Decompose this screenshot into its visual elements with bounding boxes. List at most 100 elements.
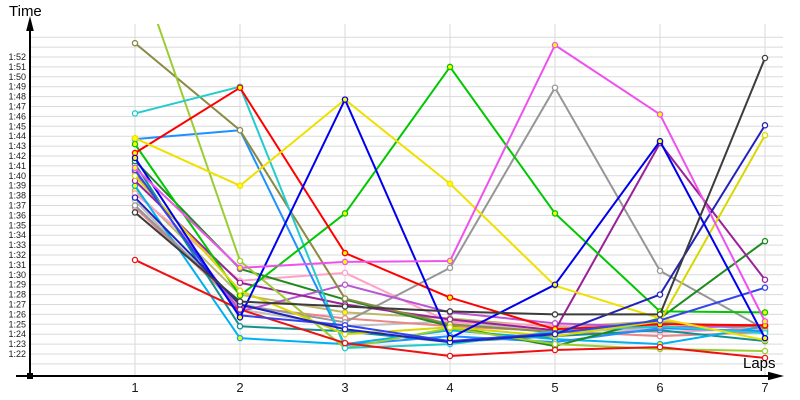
- data-point-marker-magenta-lap6: [656, 111, 664, 118]
- y-tick-label: 1:41: [8, 161, 26, 171]
- axis-origin-dot: [27, 373, 33, 379]
- y-tick-label: 1:30: [8, 270, 26, 280]
- y-axis-title: Time: [9, 3, 42, 20]
- y-tick-label: 1:52: [8, 52, 26, 62]
- y-tick-label: 1:44: [8, 131, 26, 141]
- data-point-marker-red-2-lap7: [761, 354, 769, 362]
- data-point-marker-red-1-lap3: [341, 249, 349, 257]
- x-tick-label: 4: [446, 380, 453, 395]
- data-point-marker-green-lap3: [341, 210, 349, 217]
- data-point-marker-yellow-2-lap7: [761, 131, 769, 139]
- data-point-marker-pink-lap3: [341, 269, 349, 277]
- x-tick-label: 2: [236, 380, 243, 395]
- data-point-marker-blue-1-lap5: [551, 281, 559, 288]
- data-point-marker-red-2-lap6: [656, 343, 664, 351]
- x-axis-title: Laps: [743, 355, 776, 372]
- data-point-marker-blue-1-lap7: [761, 334, 769, 342]
- data-point-marker-blue-1-lap6: [656, 137, 664, 145]
- y-tick-label: 1:37: [8, 201, 26, 211]
- y-axis-arrow-icon: [26, 16, 34, 31]
- data-point-marker-orchid-lap3: [341, 281, 349, 288]
- data-point-marker-blue-3-lap7: [761, 284, 769, 291]
- data-point-marker-forest-green-lap7: [761, 237, 769, 245]
- y-tick-label: 1:46: [8, 111, 26, 121]
- data-point-marker-magenta-lap2: [236, 264, 244, 272]
- data-point-marker-green-lap1: [131, 140, 139, 148]
- data-point-marker-khaki-lap3: [341, 309, 349, 316]
- data-point-marker-magenta-lap7: [761, 318, 769, 325]
- data-point-marker-red-2-lap3: [341, 339, 349, 347]
- data-point-marker-dark-gray-lap5: [551, 311, 559, 318]
- y-tick-label: 1:49: [8, 82, 26, 92]
- data-point-marker-red-1-lap4: [446, 294, 454, 301]
- data-point-marker-yellow-green-lap5: [551, 340, 559, 348]
- y-tick-label: 1:45: [8, 121, 26, 131]
- data-point-marker-gray-lap6: [656, 267, 664, 275]
- data-point-marker-blue-1-lap2: [236, 314, 244, 321]
- data-point-marker-dark-gray-lap4: [446, 308, 454, 315]
- data-point-marker-yellow-1-lap4: [446, 180, 454, 187]
- data-point-marker-magenta-lap3: [341, 258, 349, 266]
- data-point-marker-dark-gray-lap7: [761, 54, 769, 62]
- data-point-marker-dark-gray-lap3: [341, 303, 349, 310]
- x-tick-label: 5: [551, 380, 558, 395]
- y-tick-label: 1:50: [8, 72, 26, 82]
- y-tick-label: 1:23: [8, 339, 26, 349]
- data-point-marker-dark-gray-lap2: [236, 298, 244, 305]
- data-point-marker-blue-2-lap5: [551, 330, 559, 338]
- series-group: [131, 24, 769, 362]
- y-tick-label: 1:28: [8, 290, 26, 300]
- x-tick-label: 1: [131, 380, 138, 395]
- y-tick-label: 1:26: [8, 309, 26, 319]
- x-axis-arrow-icon: [768, 371, 784, 381]
- y-tick-label: 1:43: [8, 141, 26, 151]
- data-point-marker-green-lap7: [761, 309, 769, 316]
- data-point-marker-cyan-lap1: [131, 110, 139, 117]
- data-point-marker-red-1-lap2: [236, 84, 244, 91]
- data-point-marker-blue-2-lap1: [131, 194, 139, 201]
- data-point-marker-blue-3-lap6: [656, 317, 664, 324]
- data-point-marker-blue-1-lap1: [131, 154, 139, 162]
- data-point-marker-red-2-lap4: [446, 352, 454, 360]
- data-point-marker-olive-lap2: [236, 127, 244, 134]
- y-tick-label: 1:40: [8, 171, 26, 181]
- data-point-marker-yellow-1-lap2: [236, 182, 244, 189]
- data-point-marker-purple-lap2: [236, 279, 244, 286]
- data-point-marker-red-2-lap1: [131, 256, 139, 264]
- y-tick-label: 1:35: [8, 220, 26, 230]
- y-tick-label: 1:47: [8, 102, 26, 112]
- y-tick-label: 1:42: [8, 151, 26, 161]
- data-point-marker-blue-2-lap7: [761, 122, 769, 129]
- y-tick-label: 1:24: [8, 329, 26, 339]
- data-point-marker-sky-blue-lap2: [236, 334, 244, 342]
- x-tick-label: 3: [341, 380, 348, 395]
- x-tick-label: 7: [761, 380, 768, 395]
- y-tick-label: 1:32: [8, 250, 26, 260]
- y-tick-label: 1:25: [8, 319, 26, 329]
- y-tick-label: 1:33: [8, 240, 26, 250]
- data-point-marker-blue-2-lap3: [341, 325, 349, 333]
- data-point-marker-olive-lap3: [341, 295, 349, 302]
- data-point-marker-yellow-green-lap2: [236, 257, 244, 265]
- y-tick-label: 1:22: [8, 349, 26, 359]
- data-point-marker-red-2-lap5: [551, 346, 559, 354]
- y-tick-label: 1:38: [8, 191, 26, 201]
- data-point-marker-magenta-lap4: [446, 257, 454, 265]
- data-point-marker-yellow-2-lap1: [131, 172, 139, 180]
- data-point-marker-green-lap5: [551, 210, 559, 217]
- data-point-marker-green-lap4: [446, 63, 454, 71]
- data-point-marker-magenta-lap5: [551, 41, 559, 49]
- y-tick-label: 1:31: [8, 260, 26, 270]
- y-tick-label: 1:48: [8, 92, 26, 102]
- y-tick-label: 1:34: [8, 230, 26, 240]
- data-point-marker-blue-1-lap4: [446, 334, 454, 342]
- y-tick-label: 1:36: [8, 210, 26, 220]
- data-point-marker-orchid-lap5: [551, 320, 559, 327]
- data-point-marker-magenta-lap1: [131, 164, 139, 172]
- data-point-marker-gray-lap4: [446, 264, 454, 272]
- y-tick-label: 1:39: [8, 181, 26, 191]
- data-point-marker-dark-gray-lap6: [656, 311, 664, 318]
- data-point-marker-yellow-2-lap4: [446, 324, 454, 331]
